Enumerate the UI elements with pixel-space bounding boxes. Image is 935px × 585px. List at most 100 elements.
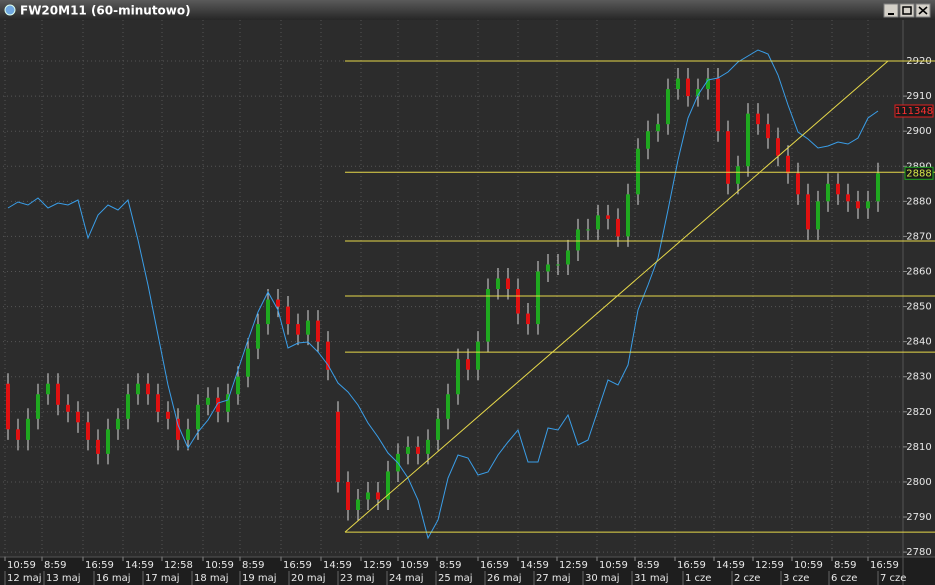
- candle-body: [76, 411, 80, 423]
- candle-body: [6, 383, 10, 430]
- candle-body: [56, 383, 60, 405]
- candle-body: [236, 376, 240, 395]
- trend-line: [344, 60, 889, 533]
- candle-body: [636, 148, 640, 195]
- candle-body: [196, 404, 200, 430]
- x-tick-label: 14:59: [716, 560, 745, 571]
- candle-body: [596, 215, 600, 230]
- candle-body: [106, 429, 110, 454]
- candle-body: [86, 422, 90, 440]
- y-tick-label: 2840: [906, 337, 931, 348]
- candle-body: [536, 271, 540, 325]
- maximize-glyph: [902, 6, 912, 15]
- y-tick-label: 2800: [906, 477, 931, 488]
- candle-body: [566, 250, 570, 265]
- window-title: FW20M11 (60-minutowo): [20, 4, 191, 18]
- x-tick-label: 14:59: [125, 560, 154, 571]
- candle-body: [496, 278, 500, 290]
- candle-body: [796, 173, 800, 195]
- candle-body: [846, 194, 850, 202]
- x-tick-label: 16:59: [677, 560, 706, 571]
- date-tick-label: 23 maj: [340, 573, 375, 584]
- candle-body: [466, 359, 470, 370]
- candle-body: [856, 201, 860, 209]
- candle-body: [746, 113, 750, 167]
- date-tick-label: 24 maj: [389, 573, 424, 584]
- x-tick-label: 14:59: [520, 560, 549, 571]
- candle-body: [216, 397, 220, 412]
- y-tick-label: 2780: [906, 547, 931, 558]
- candle-body: [516, 289, 520, 314]
- date-tick-label: 19 maj: [242, 573, 277, 584]
- x-tick-label: 16:59: [870, 560, 899, 571]
- candle-body: [666, 89, 670, 125]
- candle-body: [286, 306, 290, 325]
- x-tick-label: 16:59: [85, 560, 114, 571]
- maximize-button[interactable]: [899, 3, 915, 18]
- indicator-line: [7, 49, 879, 540]
- y-tick-label: 2880: [906, 196, 931, 207]
- candle-body: [776, 138, 780, 156]
- candle-body: [676, 78, 680, 90]
- date-tick-label: 17 maj: [145, 573, 180, 584]
- x-tick-label: 8:59: [637, 560, 659, 571]
- candle-body: [36, 394, 40, 419]
- candle-body: [326, 341, 330, 370]
- candle-body: [276, 299, 280, 307]
- x-tick-label: 8:59: [439, 560, 461, 571]
- date-tick-label: 25 maj: [438, 573, 473, 584]
- x-tick-label: 10:59: [794, 560, 823, 571]
- candle-body: [356, 499, 360, 510]
- x-tick-label: 12:59: [559, 560, 588, 571]
- candle-body: [486, 289, 490, 342]
- candle-body: [576, 229, 580, 251]
- candle-body: [606, 215, 610, 219]
- candle-body: [46, 383, 50, 395]
- candle-body: [706, 78, 710, 90]
- date-tick-label: 7 cze: [880, 573, 906, 584]
- date-tick-label: 3 cze: [783, 573, 809, 584]
- date-tick-label: 20 maj: [291, 573, 326, 584]
- candle-body: [426, 439, 430, 454]
- y-tick-label: 2900: [906, 126, 931, 137]
- date-tick-label: 6 cze: [831, 573, 857, 584]
- window-buttons[interactable]: [883, 3, 931, 18]
- x-tick-label: 16:59: [480, 560, 509, 571]
- candle-body: [646, 131, 650, 149]
- title-bar: [0, 0, 935, 20]
- candle-body: [266, 299, 270, 325]
- y-tick-label: 2850: [906, 302, 931, 313]
- y-tick-label: 2910: [906, 91, 931, 102]
- x-tick-label: 10:59: [599, 560, 628, 571]
- candle-body: [406, 446, 410, 454]
- minimize-button[interactable]: [883, 3, 899, 18]
- candle-body: [656, 124, 660, 132]
- y-tick-label: 2810: [906, 442, 931, 453]
- candle-body: [316, 320, 320, 342]
- date-tick-label: 2 cze: [734, 573, 760, 584]
- candle-body: [346, 481, 350, 510]
- candle-body: [166, 411, 170, 419]
- x-tick-label: 8:59: [834, 560, 856, 571]
- candle-body: [826, 183, 830, 202]
- candle-body: [116, 418, 120, 430]
- candle-body: [876, 173, 880, 202]
- date-tick-label: 30 maj: [585, 573, 620, 584]
- x-tick-label: 16:59: [283, 560, 312, 571]
- candle-body: [456, 359, 460, 395]
- candle-body: [696, 89, 700, 97]
- value-box: [894, 104, 934, 118]
- candle-body: [446, 394, 450, 419]
- candle-body: [556, 264, 560, 266]
- y-tick-label: 2920: [906, 56, 931, 67]
- x-tick-label: 10:59: [205, 560, 234, 571]
- candle-body: [806, 194, 810, 230]
- close-glyph: [918, 6, 928, 15]
- x-tick-label: 8:59: [242, 560, 264, 571]
- date-tick-label: 31 maj: [634, 573, 669, 584]
- candle-body: [476, 341, 480, 370]
- y-tick-label: 2790: [906, 512, 931, 523]
- candle-body: [376, 492, 380, 500]
- x-tick-label: 10:59: [400, 560, 429, 571]
- x-tick-label: 12:59: [363, 560, 392, 571]
